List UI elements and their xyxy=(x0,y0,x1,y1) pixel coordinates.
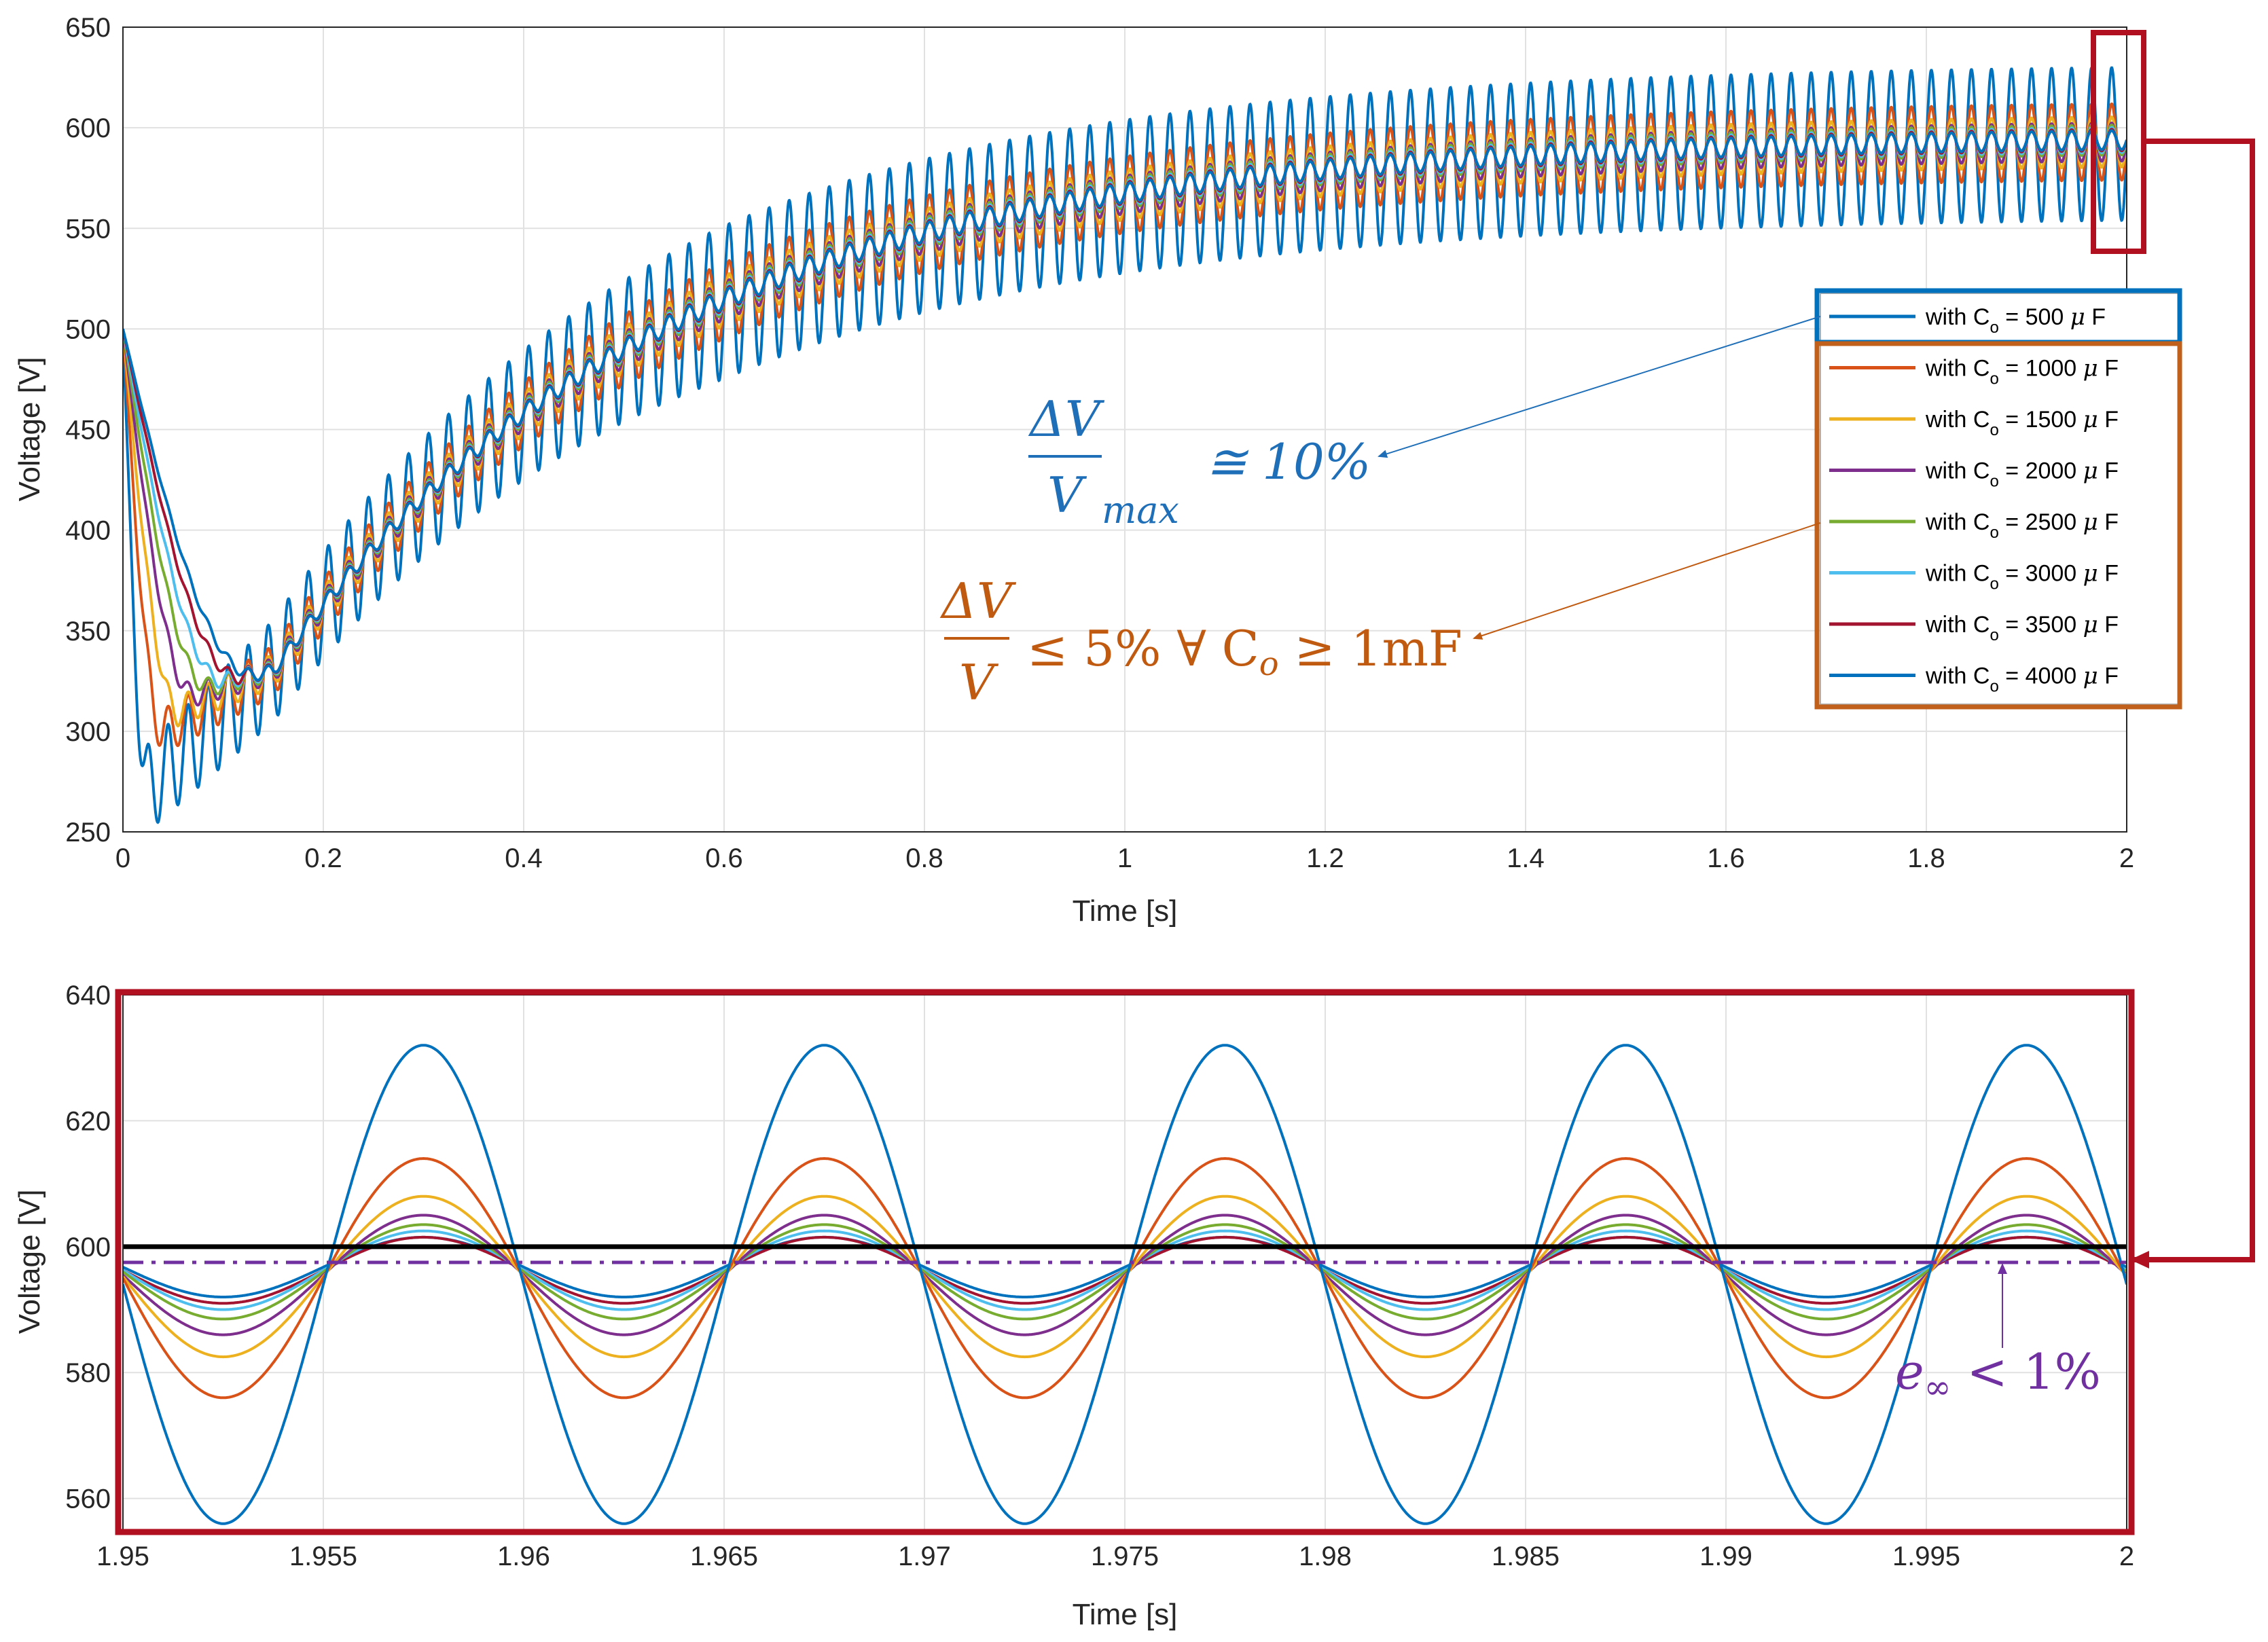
top-x-tick-label: 1.4 xyxy=(1507,843,1545,873)
bottom-x-tick-label: 1.95 xyxy=(96,1541,149,1571)
bottom-y-tick-label: 580 xyxy=(65,1358,111,1388)
annotation-blue-denominator: V xyxy=(1047,467,1087,524)
top-x-tick-label: 0.8 xyxy=(905,843,943,873)
top-x-axis-label: Time [s] xyxy=(1073,894,1178,928)
legend-label: with Co = 4000 μ F xyxy=(1925,663,2119,696)
legend-label: with Co = 3500 μ F xyxy=(1925,611,2119,644)
bottom-x-tick-label: 2 xyxy=(2119,1541,2134,1571)
top-y-tick-label: 350 xyxy=(65,617,111,646)
annotation-orange-condition-post: ≥ 1mF xyxy=(1279,620,1462,677)
annotation-orange-condition-sub: o xyxy=(1259,645,1279,683)
top-x-tick-label: 1 xyxy=(1117,843,1132,873)
top-x-tick-label: 0.4 xyxy=(505,843,543,873)
annotation-orange-numerator: ΔV xyxy=(939,572,1017,630)
legend-label: with Co = 1500 μ F xyxy=(1925,406,2119,439)
bottom-x-tick-label: 1.975 xyxy=(1091,1541,1159,1571)
zoom-connector-arrow xyxy=(2130,139,2255,1269)
bottom-series xyxy=(123,1044,2127,1525)
top-series-line xyxy=(123,129,2127,682)
annotation-purple-text: e∞ < 1% xyxy=(1895,1343,2101,1406)
legend: with Co = 500 μ F with Co = 1000 μ F with … xyxy=(1814,288,2182,710)
annotation-blue-arrow xyxy=(1378,316,1821,458)
legend-label: with Co = 500 μ F xyxy=(1925,304,2106,337)
top-y-tick-label: 600 xyxy=(65,113,111,143)
bottom-y-tick-label: 600 xyxy=(65,1233,111,1262)
bottom-x-tick-label: 1.995 xyxy=(1892,1541,1960,1571)
top-y-tick-label: 250 xyxy=(65,818,111,847)
bottom-series-line xyxy=(123,1223,2127,1321)
annotation-orange-condition-pre: ≤ 5% ∀ C xyxy=(1027,620,1259,677)
top-y-tick-label: 450 xyxy=(65,416,111,445)
bottom-series-line xyxy=(123,1156,2127,1400)
top-y-tick-label: 300 xyxy=(65,717,111,747)
top-x-tick-label: 1.8 xyxy=(1907,843,1945,873)
bottom-y-tick-label: 560 xyxy=(65,1484,111,1514)
top-x-tick-label: 1.2 xyxy=(1306,843,1344,873)
top-x-tick-label: 1.6 xyxy=(1707,843,1745,873)
bottom-x-tick-label: 1.985 xyxy=(1492,1541,1560,1571)
annotation-blue-subscript: max xyxy=(1102,489,1179,532)
annotation-blue-numerator: ΔV xyxy=(1028,390,1105,448)
bottom-y-tick-label: 620 xyxy=(65,1106,111,1136)
bottom-y-tick-label: 640 xyxy=(65,981,111,1010)
top-series xyxy=(123,66,2127,824)
annotation-orange-condition: ≤ 5% ∀ Co ≥ 1mF xyxy=(1027,620,1462,683)
legend-label: with Co = 1000 μ F xyxy=(1925,355,2119,388)
top-x-tick-label: 2 xyxy=(2119,843,2134,873)
bottom-x-tick-label: 1.99 xyxy=(1699,1541,1752,1571)
top-y-axis-label: Voltage [V] xyxy=(13,357,46,502)
top-y-tick-label: 550 xyxy=(65,214,111,244)
bottom-x-tick-label: 1.96 xyxy=(497,1541,550,1571)
top-x-tick-label: 0.6 xyxy=(705,843,743,873)
bottom-series-line xyxy=(123,1044,2127,1525)
legend-highlight-1mF-plus xyxy=(1814,341,2182,710)
top-y-tick-label: 650 xyxy=(65,13,111,43)
annotation-orange: ΔV V ≤ 5% ∀ Co ≥ 1mF xyxy=(939,572,1462,711)
annotation-blue-value: ≅ 10% xyxy=(1206,433,1371,490)
annotation-purple-main: e xyxy=(1895,1343,1924,1400)
legend-label: with Co = 2500 μ F xyxy=(1925,509,2119,542)
top-chart: 250 300 350 400 450 500 550 600 650 0 0.2 0.4 0.6 0.… xyxy=(13,13,2134,928)
bottom-x-tick-label: 1.955 xyxy=(289,1541,357,1571)
bottom-x-tick-label: 1.97 xyxy=(898,1541,951,1571)
annotation-purple-rest: < 1% xyxy=(1951,1343,2101,1400)
top-x-tick-label: 0 xyxy=(115,843,130,873)
top-x-tick-label: 0.2 xyxy=(304,843,342,873)
legend-label: with Co = 2000 μ F xyxy=(1925,458,2119,491)
bottom-x-tick-labels: 1.95 1.955 1.96 1.965 1.97 1.975 1.98 1.985 1.99… xyxy=(96,1541,2134,1571)
legend-label: with Co = 3000 μ F xyxy=(1925,560,2119,594)
top-zoom-region-box xyxy=(2091,30,2146,254)
bottom-y-tick-labels: 560 580 600 620 640 xyxy=(65,981,111,1514)
bottom-x-tick-label: 1.98 xyxy=(1299,1541,1352,1571)
legend-entries: with Co = 500 μ F with Co = 1000 μ F with … xyxy=(1829,304,2119,696)
top-y-tick-label: 400 xyxy=(65,516,111,546)
top-y-tick-labels: 250 300 350 400 450 500 550 600 650 xyxy=(65,13,111,847)
annotation-blue: ΔV V max ≅ 10% xyxy=(1028,390,1371,532)
annotation-orange-denominator: V xyxy=(959,654,999,711)
top-y-tick-label: 500 xyxy=(65,314,111,344)
bottom-x-axis-label: Time [s] xyxy=(1073,1598,1178,1631)
legend-background xyxy=(1820,293,2180,705)
annotation-purple: e∞ < 1% xyxy=(1895,1343,2101,1406)
annotation-orange-arrow xyxy=(1473,522,1821,640)
bottom-y-axis-label: Voltage [V] xyxy=(13,1190,46,1334)
annotation-purple-sub: ∞ xyxy=(1924,1368,1951,1406)
top-x-tick-labels: 0 0.2 0.4 0.6 0.8 1 1.2 1.4 1.6 1.8 2 xyxy=(115,843,2134,873)
bottom-x-tick-label: 1.965 xyxy=(690,1541,758,1571)
